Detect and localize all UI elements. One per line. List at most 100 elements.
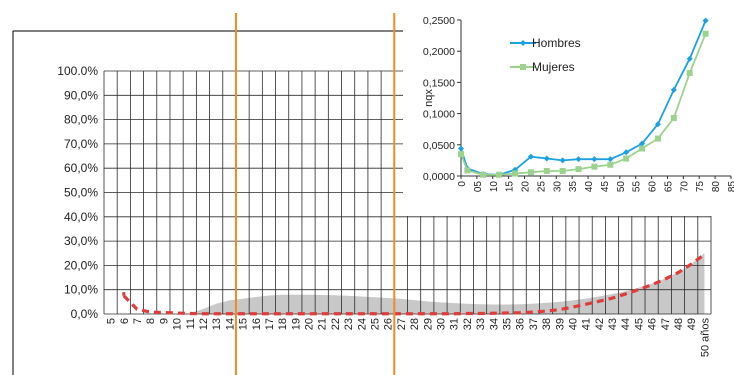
y-tick-label: 0,0%: [71, 307, 99, 321]
x-tick-label: 49: [686, 318, 698, 330]
inset-x-tick-label: 80: [711, 181, 722, 193]
inset-marker-square: [480, 171, 487, 178]
inset-marker-square: [464, 167, 471, 174]
inset-x-tick-label: 50: [616, 181, 627, 193]
x-tick-label: 21: [317, 318, 329, 330]
x-tick-label: 20: [304, 318, 316, 330]
inset-y-axis-label: nqx: [423, 89, 435, 107]
inset-x-tick-label: 05: [473, 181, 484, 193]
inset-chart: 0,0000 0,0500 0,1000 0,1500 0,2000 0,2500 nqx 0…: [403, 6, 734, 216]
x-tick-label: 43: [607, 318, 619, 330]
x-tick-label: 15: [238, 318, 250, 330]
inset-marker-square: [670, 114, 677, 121]
inset-marker-diamond: [623, 149, 630, 156]
x-tick-label: 39: [554, 318, 566, 330]
inset-marker-diamond: [607, 156, 614, 163]
main-chart: 0,0% 10,0% 20,0% 30,0% 40,0% 50,0% 60,0% 70,0% 8…: [12, 13, 711, 375]
x-tick-label: 38: [541, 318, 553, 330]
x-tick-label: 46: [647, 318, 659, 330]
x-tick-label: 24: [356, 318, 368, 330]
x-tick-label: 47: [660, 318, 672, 330]
x-tick-label: 34: [488, 318, 500, 330]
legend-marker: [520, 40, 526, 46]
x-tick-label: 18: [277, 318, 289, 330]
x-tick-label: 45: [633, 318, 645, 330]
y-tick-label: 80,0%: [64, 113, 98, 127]
inset-marker-diamond: [575, 156, 582, 163]
x-tick-label: 25: [370, 318, 382, 330]
inset-x-tick-label: 75: [695, 181, 706, 193]
y-tick-label: 50,0%: [64, 186, 98, 200]
inset-y-tick-label: 0,0500: [423, 140, 455, 152]
inset-marker-square: [702, 30, 709, 37]
x-tick-label: 32: [462, 318, 474, 330]
y-tick-label: 60,0%: [64, 161, 98, 175]
inset-x-tick-label: 55: [632, 181, 643, 193]
inset-y-tick-label: 0,1500: [423, 77, 455, 89]
x-tick-label: 31: [449, 318, 461, 330]
inset-x-tick-label: 65: [663, 181, 674, 193]
inset-x-tick-label: 20: [521, 181, 532, 193]
inset-marker-diamond: [559, 157, 566, 164]
x-tick-label: 44: [620, 318, 632, 330]
y-tick-label: 10,0%: [64, 283, 98, 297]
inset-y-tick-label: 0,0000: [423, 171, 455, 183]
x-tick-label: 19: [290, 318, 302, 330]
legend-label: Hombres: [532, 36, 581, 50]
inset-marker-square: [527, 169, 534, 176]
inset-marker-diamond: [654, 121, 661, 128]
inset-x-tick-label: 45: [600, 181, 611, 193]
legend-label: Mujeres: [532, 60, 575, 74]
x-tick-label: 6: [119, 318, 131, 324]
inset-marker-square: [686, 70, 693, 77]
inset-marker-square: [654, 135, 661, 142]
inset-x-tick-label: 25: [536, 181, 547, 193]
inset-marker-square: [543, 168, 550, 175]
inset-marker-square: [559, 168, 566, 175]
inset-marker-diamond: [543, 155, 550, 162]
inset-marker-square: [623, 155, 630, 162]
y-tick-label: 40,0%: [64, 210, 98, 224]
inset-y-tick-label: 0,2500: [423, 15, 455, 27]
inset-marker-diamond: [591, 156, 598, 163]
x-tick-label: 29: [422, 318, 434, 330]
y-tick-label: 100.0%: [57, 64, 98, 78]
x-tick-label: 40: [567, 318, 579, 330]
inset-y-tick-label: 0,1000: [423, 109, 455, 121]
x-tick-label: 35: [501, 318, 513, 330]
inset-marker-diamond: [639, 140, 646, 147]
y-tick-label: 90,0%: [64, 88, 98, 102]
inset-marker-diamond: [702, 17, 709, 24]
inset-marker-diamond: [686, 55, 693, 62]
inset-x-tick-label: 35: [568, 181, 579, 193]
x-tick-label: 42: [594, 318, 606, 330]
x-tick-label: 13: [211, 318, 223, 330]
x-tick-label: 23: [343, 318, 355, 330]
x-tick-label: 14: [224, 318, 236, 330]
x-tick-label: 50 años: [699, 318, 711, 358]
x-tick-label: 27: [396, 318, 408, 330]
y-tick-label: 30,0%: [64, 234, 98, 248]
x-tick-label: 33: [475, 318, 487, 330]
inset-x-tick-label: 30: [552, 181, 563, 193]
x-tick-label: 26: [383, 318, 395, 330]
inset-x-tick-label: 40: [584, 181, 595, 193]
x-tick-label: 22: [330, 318, 342, 330]
x-tick-label: 48: [673, 318, 685, 330]
inset-x-tick-label: 10: [489, 181, 500, 193]
inset-x-tick-label: 0: [457, 181, 468, 187]
inset-marker-square: [591, 163, 598, 170]
area-series: [189, 253, 705, 314]
inset-x-tick-label: 15: [505, 181, 516, 193]
x-tick-label: 8: [145, 318, 157, 324]
x-tick-label: 9: [158, 318, 170, 324]
legend-marker: [520, 64, 526, 70]
y-tick-label: 20,0%: [64, 258, 98, 272]
inset-marker-square: [639, 145, 646, 152]
inset-marker-square: [496, 171, 503, 178]
inset-x-tick-label: 70: [679, 181, 690, 193]
inset-y-tick-label: 0,2000: [423, 46, 455, 58]
x-tick-label: 28: [409, 318, 421, 330]
x-tick-label: 12: [198, 318, 210, 330]
